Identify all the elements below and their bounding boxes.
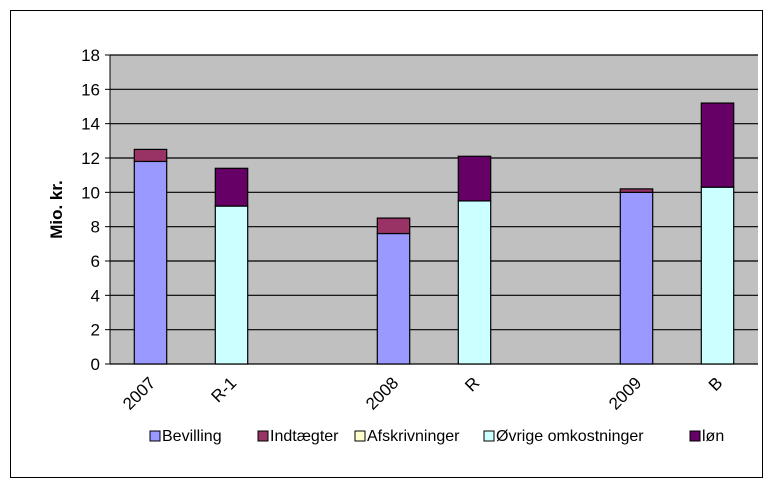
plot-area	[110, 55, 758, 364]
bar-segment	[376, 217, 411, 235]
y-tick-label: 8	[91, 218, 100, 237]
bar-segment	[457, 200, 492, 365]
legend-swatch	[689, 430, 701, 442]
bar-segment	[619, 188, 654, 193]
x-tick-label: 2008	[362, 373, 402, 413]
bar-segment	[619, 191, 654, 365]
y-tick-label: 14	[81, 115, 100, 134]
x-tick-label: R-1	[208, 373, 241, 406]
bar-segment	[376, 232, 411, 365]
y-tick-label: 0	[91, 355, 100, 374]
bar-segment	[133, 148, 168, 163]
y-tick-label: 12	[81, 149, 100, 168]
legend-label: Indtægter	[270, 428, 339, 445]
bar-segment	[133, 160, 168, 365]
x-tick-label: R	[461, 373, 483, 395]
bar-segment	[214, 167, 249, 207]
bar-segment	[700, 186, 735, 365]
legend-label: Bevilling	[162, 428, 222, 445]
bar-segment	[214, 205, 249, 365]
bar-segment	[457, 155, 492, 202]
legend-label: Afskrivninger	[367, 428, 460, 445]
bars	[133, 102, 735, 365]
x-tick-label: 2007	[119, 373, 159, 413]
legend-swatch	[483, 430, 495, 442]
y-tick-label: 18	[81, 46, 100, 65]
legend-swatch	[257, 430, 269, 442]
legend-label: løn	[702, 428, 724, 445]
x-tick-label: 2009	[605, 373, 645, 413]
legend-label: Øvrige omkostninger	[496, 428, 644, 445]
bar-segment	[700, 102, 735, 188]
y-tick-label: 6	[91, 252, 100, 271]
legend-swatch	[149, 430, 161, 442]
y-tick-label: 2	[91, 321, 100, 340]
y-tick-label: 10	[81, 183, 100, 202]
y-tick-label: 16	[81, 80, 100, 99]
y-axis-label: Mio. kr.	[47, 180, 66, 239]
legend-swatch	[354, 430, 366, 442]
x-tick-label: B	[705, 373, 726, 394]
legend: Bevilling Indtægter Afskrivninger Øvrige om…	[149, 428, 724, 445]
y-tick-label: 4	[91, 286, 100, 305]
